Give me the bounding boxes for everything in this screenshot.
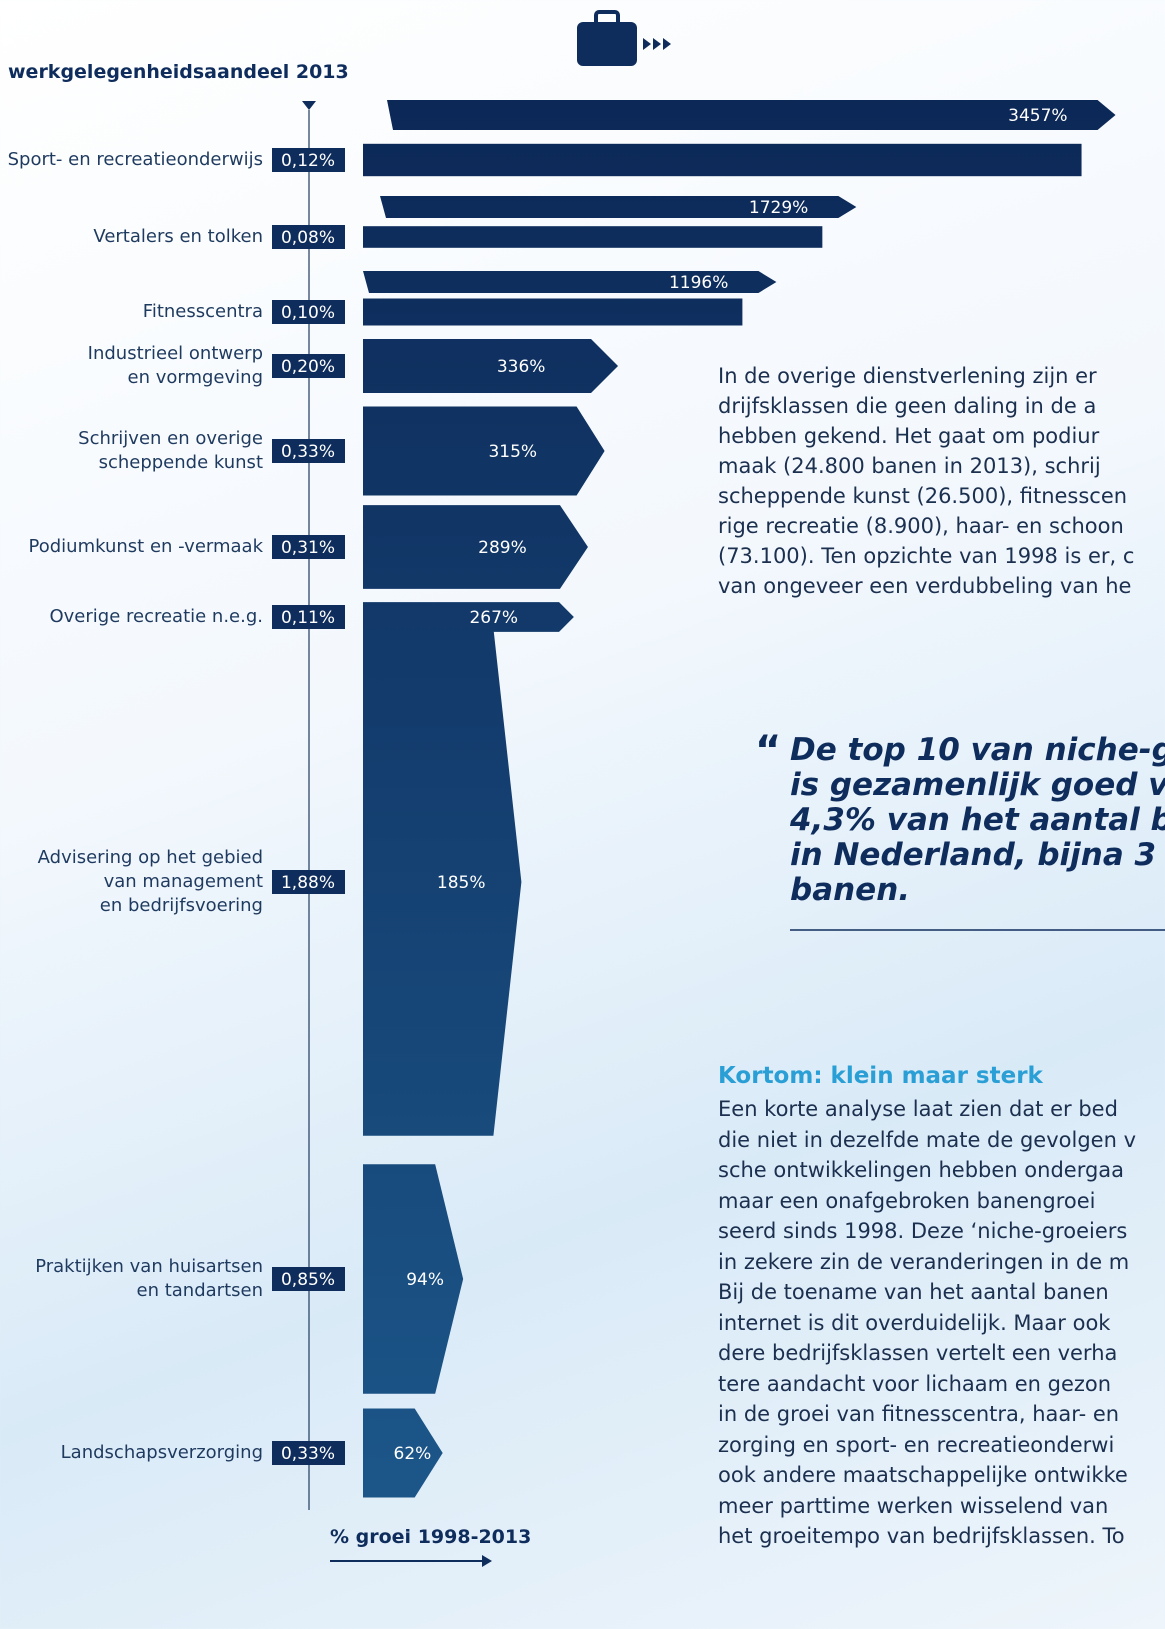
body-text-line: drijfsklassen die geen daling in de a (718, 394, 1097, 418)
quote-line: is gezamenlijk goed v (790, 767, 1165, 803)
section-heading: Kortom: klein maar sterk (718, 1063, 1043, 1089)
category-label: Fitnesscentra (142, 301, 263, 322)
category-label: Landschapsverzorging (60, 1442, 263, 1463)
share-label: 1,88% (281, 873, 335, 893)
share-label: 0,85% (281, 1270, 335, 1290)
bar (363, 298, 743, 326)
bar (363, 1408, 443, 1498)
body-text-line: dere bedrijfsklassen vertelt een verha (718, 1341, 1118, 1365)
quote-line: De top 10 van niche-g (790, 732, 1165, 768)
share-label: 0,12% (281, 151, 335, 171)
body-text-line: van ongeveer een verdubbeling van he (718, 574, 1132, 598)
bar (363, 602, 574, 632)
quote-line: banen. (790, 872, 911, 908)
bar-extension (363, 271, 777, 293)
body-text-line: maar een onafgebroken banengroei (718, 1188, 1096, 1213)
share-box (272, 535, 345, 559)
share-box (272, 354, 345, 378)
share-label: 0,10% (281, 303, 335, 323)
category-label: Industrieel ontwerp en vormgeving (87, 343, 263, 388)
bar (363, 1164, 464, 1394)
share-box (272, 225, 345, 249)
quote-line: 4,3% van het aantal b (790, 802, 1165, 838)
body-text-line: (73.100). Ten opzichte van 1998 is er, c (718, 544, 1135, 568)
quote-mark: “ (755, 728, 782, 774)
bar (363, 339, 619, 393)
briefcase-icon (577, 10, 671, 66)
bar (363, 406, 605, 496)
bar (363, 628, 522, 1136)
axis-arrow (302, 101, 316, 110)
growth-axis-arrowhead (482, 1555, 492, 1567)
quote-line: in Nederland, bijna 3 (790, 837, 1157, 873)
share-box (272, 1441, 345, 1465)
share-label: 0,20% (281, 357, 335, 377)
value-label: 3457% (1008, 106, 1067, 126)
share-box (272, 605, 345, 629)
body-text-line: tere aandacht voor lichaam en gezon (718, 1371, 1112, 1396)
body-text-line: meer parttime werken wisselend van (718, 1493, 1109, 1518)
value-label: 289% (478, 538, 527, 558)
share-label: 0,33% (281, 442, 335, 462)
share-box (272, 1267, 345, 1291)
value-label: 1196% (669, 273, 728, 293)
share-box (272, 300, 345, 324)
value-label: 315% (488, 442, 537, 462)
body-text-line: Bij de toename van het aantal banen (718, 1280, 1109, 1304)
body-text-line: Een korte analyse laat zien dat er bed (718, 1097, 1118, 1121)
body-text-line: die niet in dezelfde mate de gevolgen v (718, 1127, 1137, 1152)
category-label: Sport- en recreatieonderwijs (7, 149, 263, 170)
share-label: 0,33% (281, 1444, 335, 1464)
share-axis-title: werkgelegenheidsaandeel 2013 (8, 61, 349, 83)
bar-extension (387, 100, 1116, 130)
value-label: 336% (497, 357, 546, 377)
body-text-line: In de overige dienstverlening zijn er (718, 364, 1097, 388)
value-label: 267% (469, 608, 518, 628)
share-box (272, 148, 345, 172)
category-label: Overige recreatie n.e.g. (49, 606, 263, 627)
share-box (272, 870, 345, 894)
share-label: 0,11% (281, 608, 335, 628)
body-text-line: zorging en sport- en recreatieonderwi (718, 1432, 1115, 1457)
value-label: 62% (394, 1444, 432, 1464)
body-text-line: rige recreatie (8.900), haar- en schoon (718, 514, 1124, 538)
body-text-line: seerd sinds 1998. Deze ‘niche-groeiers (718, 1219, 1128, 1243)
bar (363, 505, 588, 589)
body-text-line: sche ontwikkelingen hebben ondergaa (718, 1158, 1125, 1182)
share-box (272, 439, 345, 463)
value-label: 1729% (749, 198, 808, 218)
value-label: 185% (437, 873, 486, 893)
growth-axis-title: % groei 1998-2013 (330, 1526, 531, 1548)
share-label: 0,08% (281, 228, 335, 248)
body-text-line: het groeitempo van bedrijfsklassen. To (718, 1524, 1125, 1548)
value-label: 94% (406, 1270, 444, 1290)
category-label: Vertalers en tolken (93, 226, 263, 247)
body-text-line: hebben gekend. Het gaat om podiur (718, 424, 1100, 448)
bar (363, 226, 823, 248)
bar-extension (380, 196, 857, 218)
category-label: Schrijven en overige scheppende kunst (78, 428, 263, 473)
category-label: Advisering op het gebied van management … (37, 847, 263, 916)
body-text-line: maak (24.800 banen in 2013), schrij (718, 454, 1101, 478)
category-label: Praktijken van huisartsen en tandartsen (35, 1256, 263, 1301)
bar (363, 143, 1082, 177)
body-text-line: ook andere maatschappelijke ontwikke (718, 1463, 1128, 1487)
body-text-line: in de groei van fitnesscentra, haar- en (718, 1402, 1120, 1426)
body-text-line: scheppende kunst (26.500), fitnesscen (718, 484, 1128, 508)
share-label: 0,31% (281, 538, 335, 558)
body-text-line: in zekere zin de veranderingen in de m (718, 1249, 1130, 1274)
body-text-line: internet is dit overduidelijk. Maar ook (718, 1310, 1111, 1335)
category-label: Podiumkunst en -vermaak (28, 536, 263, 557)
